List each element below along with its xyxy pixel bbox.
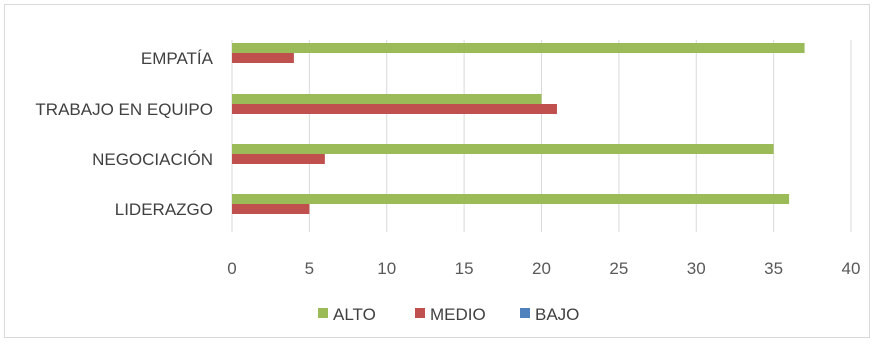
x-tick-label: 40 (842, 259, 861, 278)
x-tick-labels: 0 5 10 15 20 25 30 35 40 (227, 259, 860, 278)
x-tick-label: 15 (455, 259, 474, 278)
x-tick-label: 35 (764, 259, 783, 278)
bar-alto (232, 144, 774, 154)
category-label: NEGOCIACIÓN (92, 150, 213, 169)
x-tick-label: 0 (227, 259, 236, 278)
legend-label-medio: MEDIO (430, 305, 486, 324)
x-tick-label: 30 (687, 259, 706, 278)
bar-medio (232, 53, 294, 63)
bar-alto (232, 94, 542, 104)
legend-swatch-bajo (520, 308, 530, 318)
bars (232, 43, 805, 214)
legend-label-bajo: BAJO (535, 305, 579, 324)
x-tick-label: 25 (609, 259, 628, 278)
legend-swatch-medio (415, 308, 425, 318)
bar-medio (232, 104, 557, 114)
category-labels: EMPATÍA TRABAJO EN EQUIPO NEGOCIACIÓN LIDER… (35, 49, 213, 219)
legend-label-alto: ALTO (333, 305, 376, 324)
category-label: LIDERAZGO (115, 200, 213, 219)
category-label: EMPATÍA (141, 49, 214, 68)
bar-medio (232, 154, 325, 164)
x-tick-label: 5 (305, 259, 314, 278)
bar-alto (232, 43, 805, 53)
legend-swatch-alto (318, 308, 328, 318)
chart-frame (4, 4, 870, 338)
category-label: TRABAJO EN EQUIPO (35, 100, 213, 119)
x-tick-label: 20 (532, 259, 551, 278)
x-tick-label: 10 (377, 259, 396, 278)
legend: ALTO MEDIO BAJO (318, 305, 579, 324)
bar-medio (232, 204, 310, 214)
bar-alto (232, 194, 790, 204)
